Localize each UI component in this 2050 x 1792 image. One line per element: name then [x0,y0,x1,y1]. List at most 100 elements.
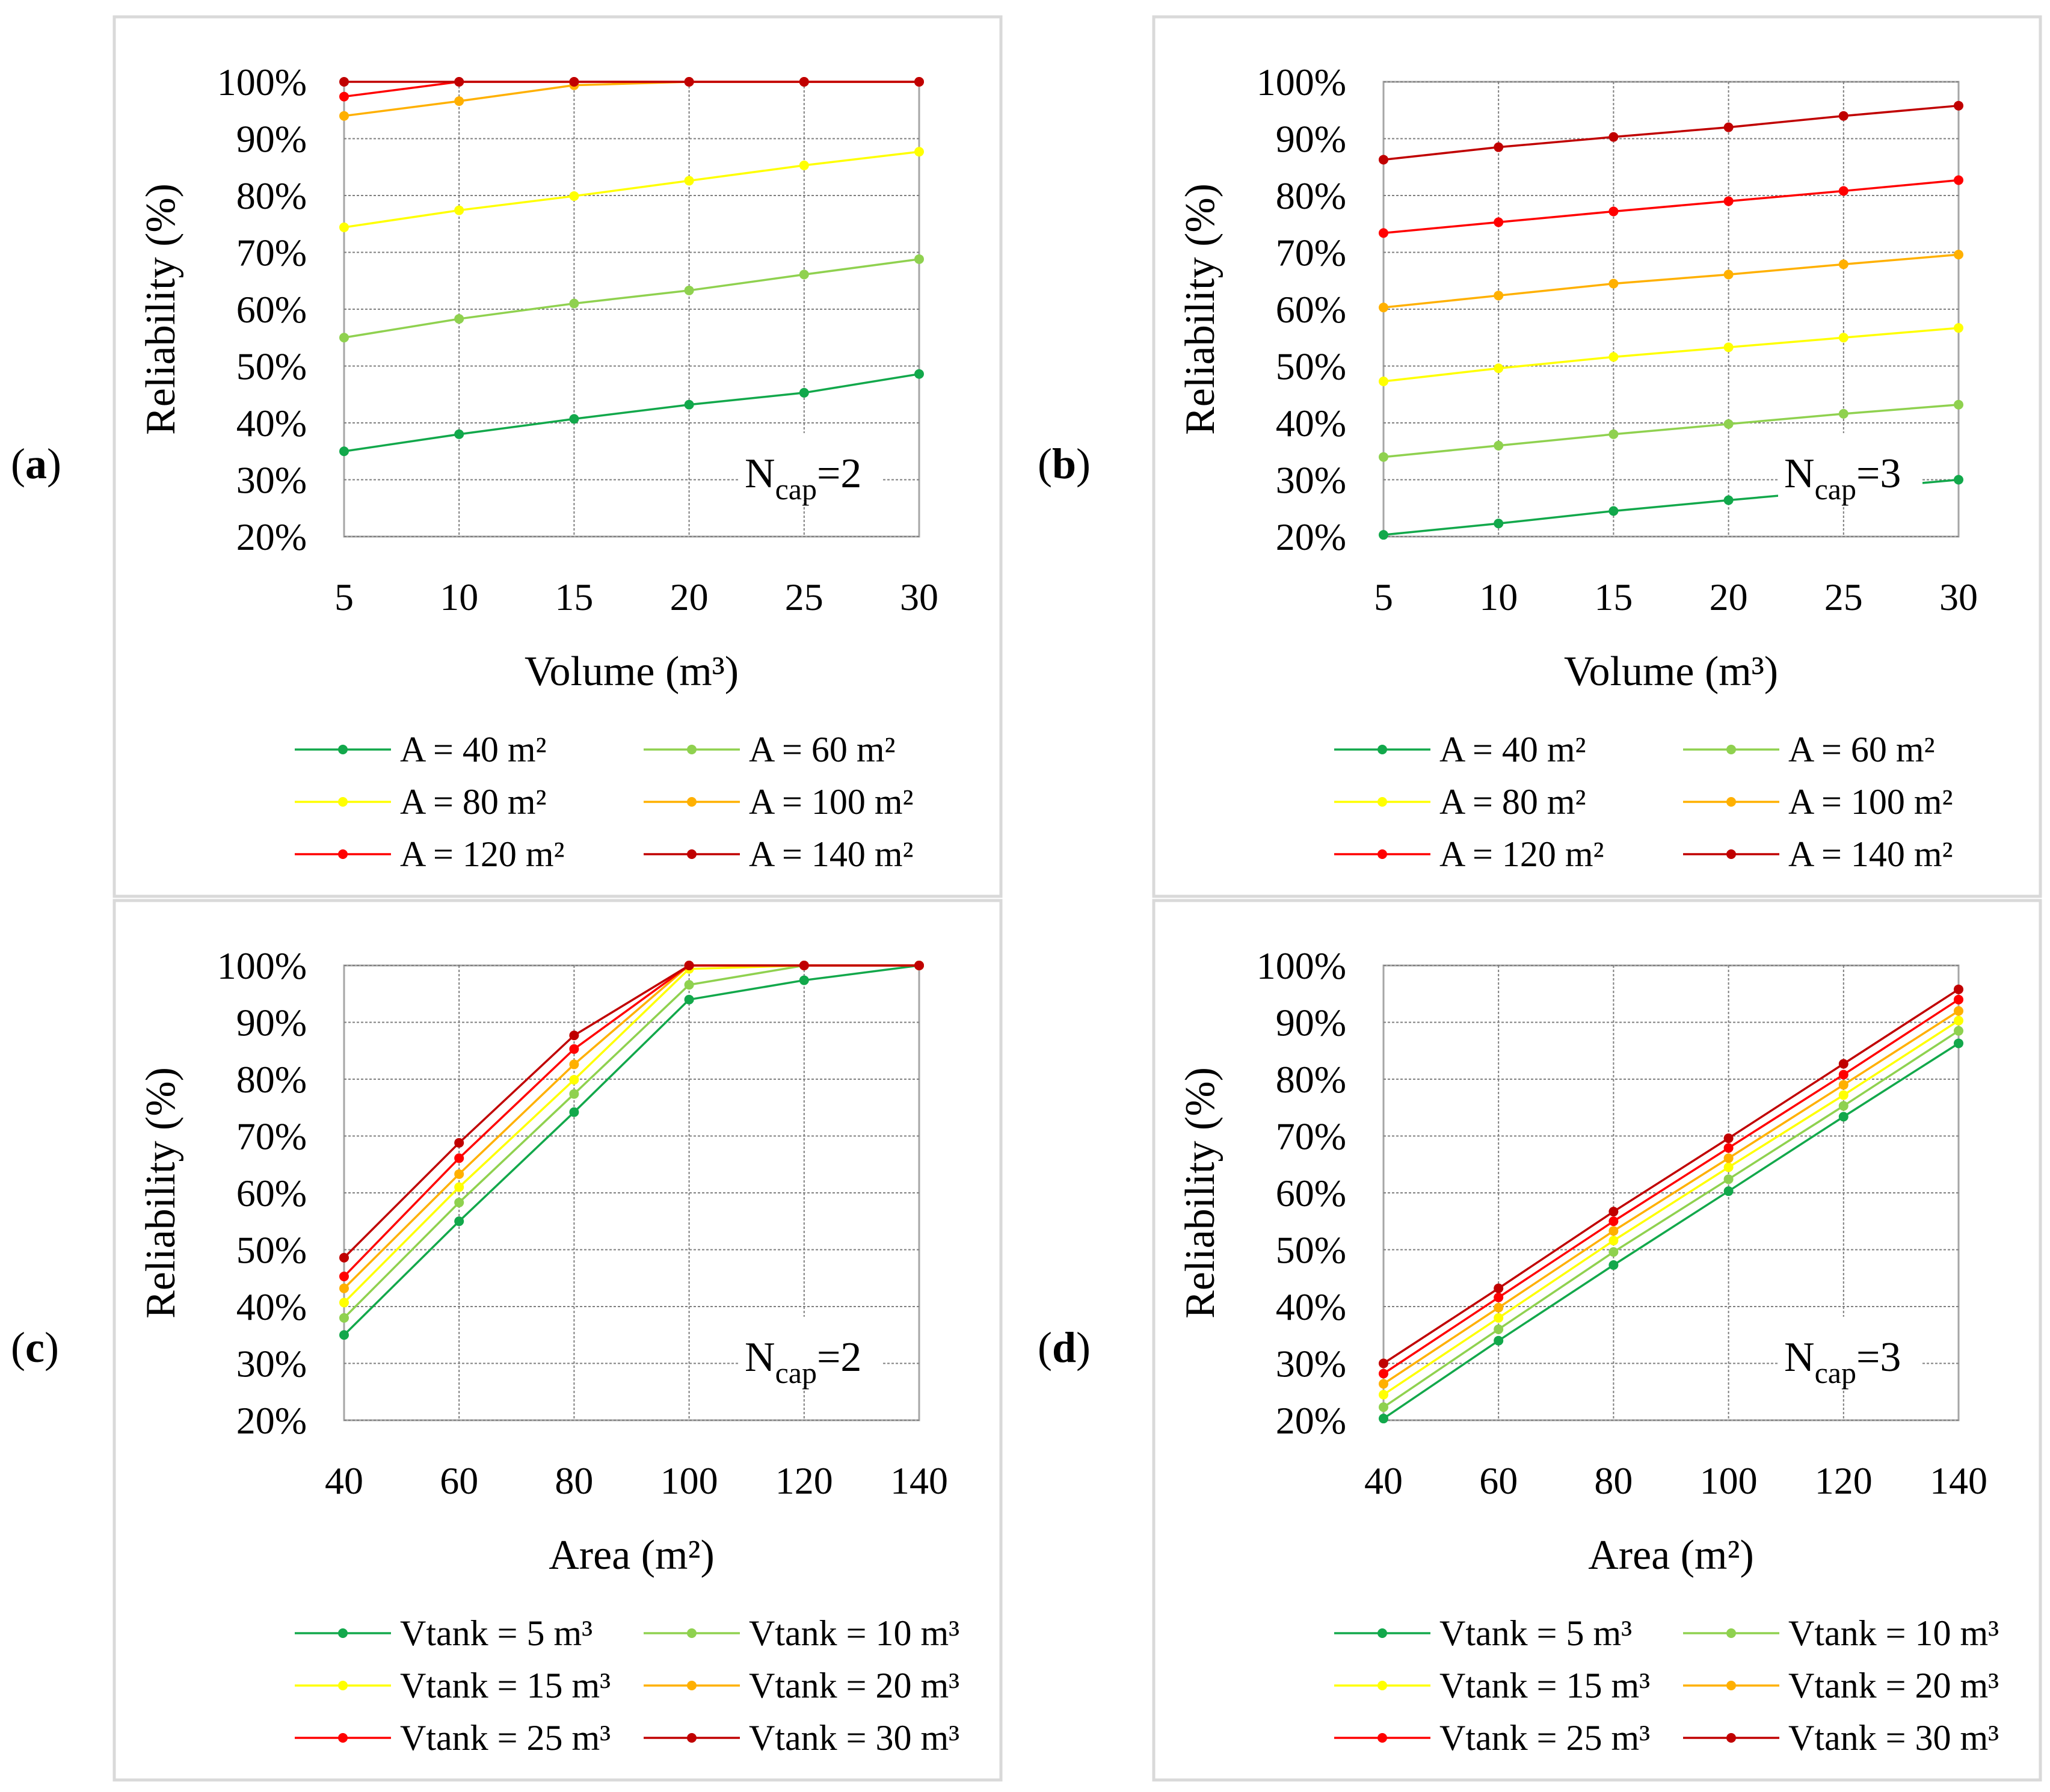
y-tick-label: 30% [1276,1343,1346,1385]
data-point [454,1138,464,1148]
data-point [1723,1162,1734,1172]
data-point [1723,196,1734,206]
legend-marker [1726,745,1736,754]
x-tick-label: 100 [660,1459,718,1502]
data-point [1954,323,1963,333]
plot-area: 20% 30% 40% 50% 60% 70% 80% 90% 100% 5 10 15 20 25 30 N… [1257,61,1978,618]
panel-label: (b) [1038,440,1091,488]
data-point [569,298,579,309]
legend-marker [338,1681,348,1690]
data-point [1838,1059,1848,1069]
data-point [569,414,579,424]
legend-marker [687,797,697,807]
ncap-label: Ncap=2 [745,451,861,506]
legend-marker [1377,1733,1387,1743]
panel-label-letter: b [1052,440,1076,488]
legend-item: A = 140 m² [644,834,914,874]
legend-item: Vtank = 20 m³ [1683,1666,1999,1705]
ncap-base: N [745,1334,775,1381]
series-line [1383,988,1959,1364]
data-point [1379,1414,1388,1424]
y-tick-label: 70% [1276,232,1346,274]
data-point [1379,530,1388,540]
y-tick-label: 90% [236,1002,307,1044]
legend-label: Vtank = 30 m³ [1788,1718,1999,1758]
data-point [1954,984,1963,994]
y-tick-label: 100% [217,944,307,987]
legend-item: Vtank = 20 m³ [644,1666,959,1705]
data-point [1494,1313,1504,1323]
series-5 [1379,984,1963,1369]
series-2 [1379,1015,1963,1400]
ncap-base: N [745,451,775,497]
series-line [1383,1020,1959,1396]
chart-panel-a: (a) 20% 30% 40% 50% 60% 70% 80% 90% 100% 5 10 15 20 25… [11,15,1003,898]
x-tick-label: 60 [1479,1459,1518,1502]
series-line [343,258,920,339]
data-point [454,1216,464,1227]
legend-item: A = 100 m² [644,782,914,822]
x-tick-label: 120 [1815,1459,1873,1502]
x-tick-label: 15 [555,576,593,618]
legend-item: Vtank = 30 m³ [1683,1718,1999,1758]
data-point [1379,377,1388,387]
y-tick-label: 70% [236,232,307,274]
ncap-annotation: Ncap=2 [739,433,883,506]
data-point [1608,352,1619,362]
ncap-annotation: Ncap=3 [1778,1317,1922,1390]
legend-marker [338,849,348,859]
legend-item: A = 140 m² [1683,834,1953,874]
x-tick-label: 100 [1700,1459,1758,1502]
series-1 [1379,1026,1963,1412]
data-point [339,1271,349,1281]
ncap-box [739,1317,883,1384]
legend-item: A = 120 m² [1334,834,1604,874]
panel-label-close: ) [1076,1323,1091,1372]
ncap-base: N [1784,451,1815,497]
data-point [1954,100,1963,111]
data-point [1723,1174,1734,1184]
data-point [1838,111,1848,121]
y-axis-title: Reliability (%) [1177,1067,1224,1319]
y-tick-label: 80% [236,174,307,217]
y-tick-label: 50% [236,1229,307,1272]
data-point [1723,1143,1734,1153]
y-tick-label: 50% [1276,1229,1346,1272]
series-line [1383,327,1959,383]
ncap-annotation: Ncap=3 [1778,433,1922,506]
legend-marker [338,745,348,754]
data-point [1608,1260,1619,1270]
data-point [1379,1369,1388,1379]
data-point [1379,1390,1388,1400]
data-point [339,1283,349,1293]
chart-panel-d: (d) 20% 30% 40% 50% 60% 70% 80% 90% 100% 40 60 80 100… [1038,899,2042,1782]
ncap-value: =3 [1856,1334,1901,1381]
legend-label: A = 60 m² [1788,730,1935,769]
x-tick-label: 30 [900,576,938,618]
panel-border [1152,15,2042,898]
x-axis-title: Area (m²) [549,1532,715,1578]
legend: A = 40 m² A = 60 m² A = 80 m² A = 100 m² A =… [295,730,914,874]
y-tick-label: 20% [236,516,307,558]
legend-label: Vtank = 15 m³ [400,1666,611,1705]
series-0 [1379,1038,1963,1424]
data-point [1379,155,1388,165]
ncap-value: =2 [817,1334,861,1381]
data-point [339,1298,349,1308]
data-point [569,77,579,87]
chart-panel-b: (b) 20% 30% 40% 50% 60% 70% 80% 90% 100% 5 10 15 20 25… [1038,15,2042,898]
x-axis-title: Volume (m³) [525,648,739,695]
data-point [1494,519,1504,529]
data-point [1838,1070,1848,1080]
legend-label: Vtank = 20 m³ [1788,1666,1999,1705]
data-point [1379,1402,1388,1412]
panel-border [112,15,1003,898]
legend-marker [1377,797,1387,807]
data-point [569,1044,579,1054]
legend-marker [1377,1681,1387,1690]
data-point [1954,399,1963,410]
legend-marker [1726,1681,1736,1690]
legend-marker [338,1628,348,1638]
plot-area: 20% 30% 40% 50% 60% 70% 80% 90% 100% 5 10 15 20 25 30 N… [217,61,938,618]
legend-label: A = 140 m² [749,834,914,874]
